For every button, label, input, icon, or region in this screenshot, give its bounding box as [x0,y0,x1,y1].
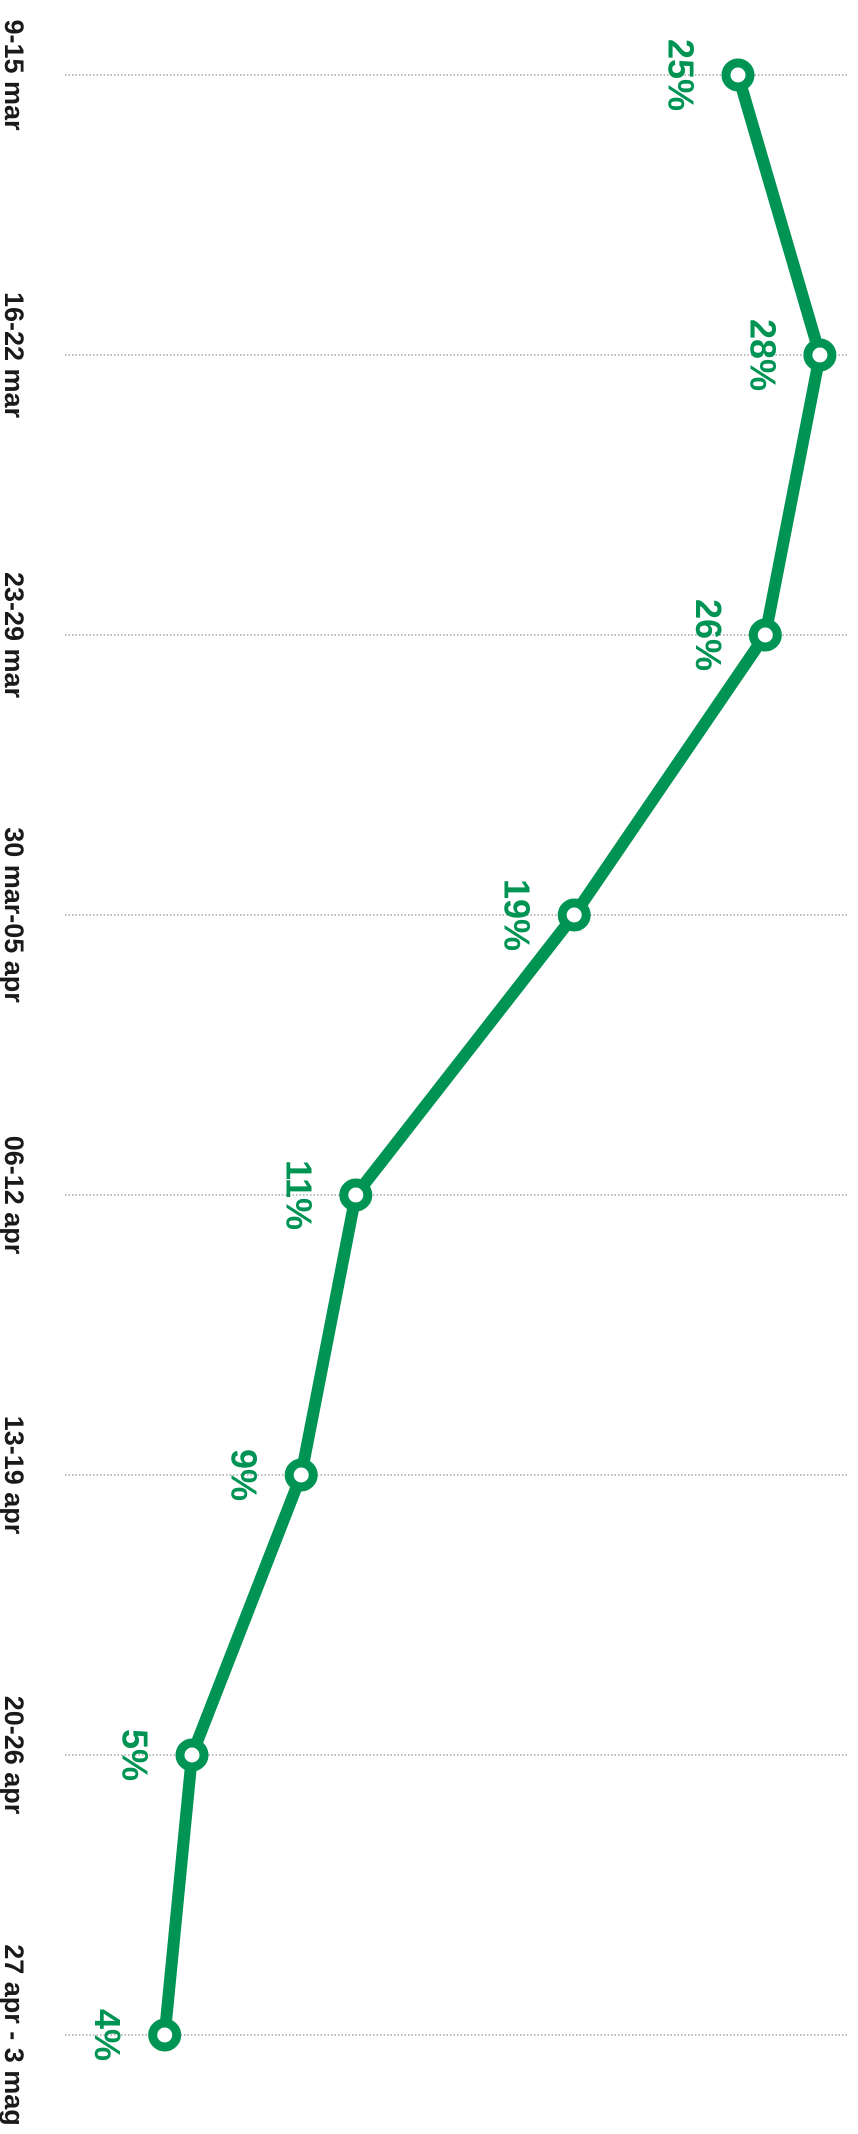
data-point [339,1178,373,1212]
data-label: 4% [87,2009,128,2061]
data-point [148,2018,182,2052]
x-tick-label: 23-29 mar [0,572,29,699]
series-line [158,69,826,2041]
x-tick-label: 06-12 apr [0,1136,29,1255]
x-tick-label: 13-19 apr [0,1416,29,1535]
data-label: 25% [661,39,702,111]
data-point [175,1738,209,1772]
data-point [803,338,837,372]
x-tick-label: 20-26 apr [0,1696,29,1815]
x-tick-label: 27 apr - 3 mag [0,1944,29,2126]
data-label: 28% [742,319,783,391]
data-label: 11% [278,1160,319,1230]
data-point [721,58,755,92]
data-label: 26% [688,599,729,671]
data-point [284,1458,318,1492]
x-tick-label: 16-22 mar [0,292,29,419]
x-tick-label: 9-15 mar [0,19,29,131]
data-point [557,898,591,932]
data-point [748,618,782,652]
data-label: 19% [497,879,538,951]
x-tick-label: 30 mar-05 apr [0,827,29,1003]
data-label: 9% [224,1449,265,1501]
data-label: 5% [115,1729,156,1781]
